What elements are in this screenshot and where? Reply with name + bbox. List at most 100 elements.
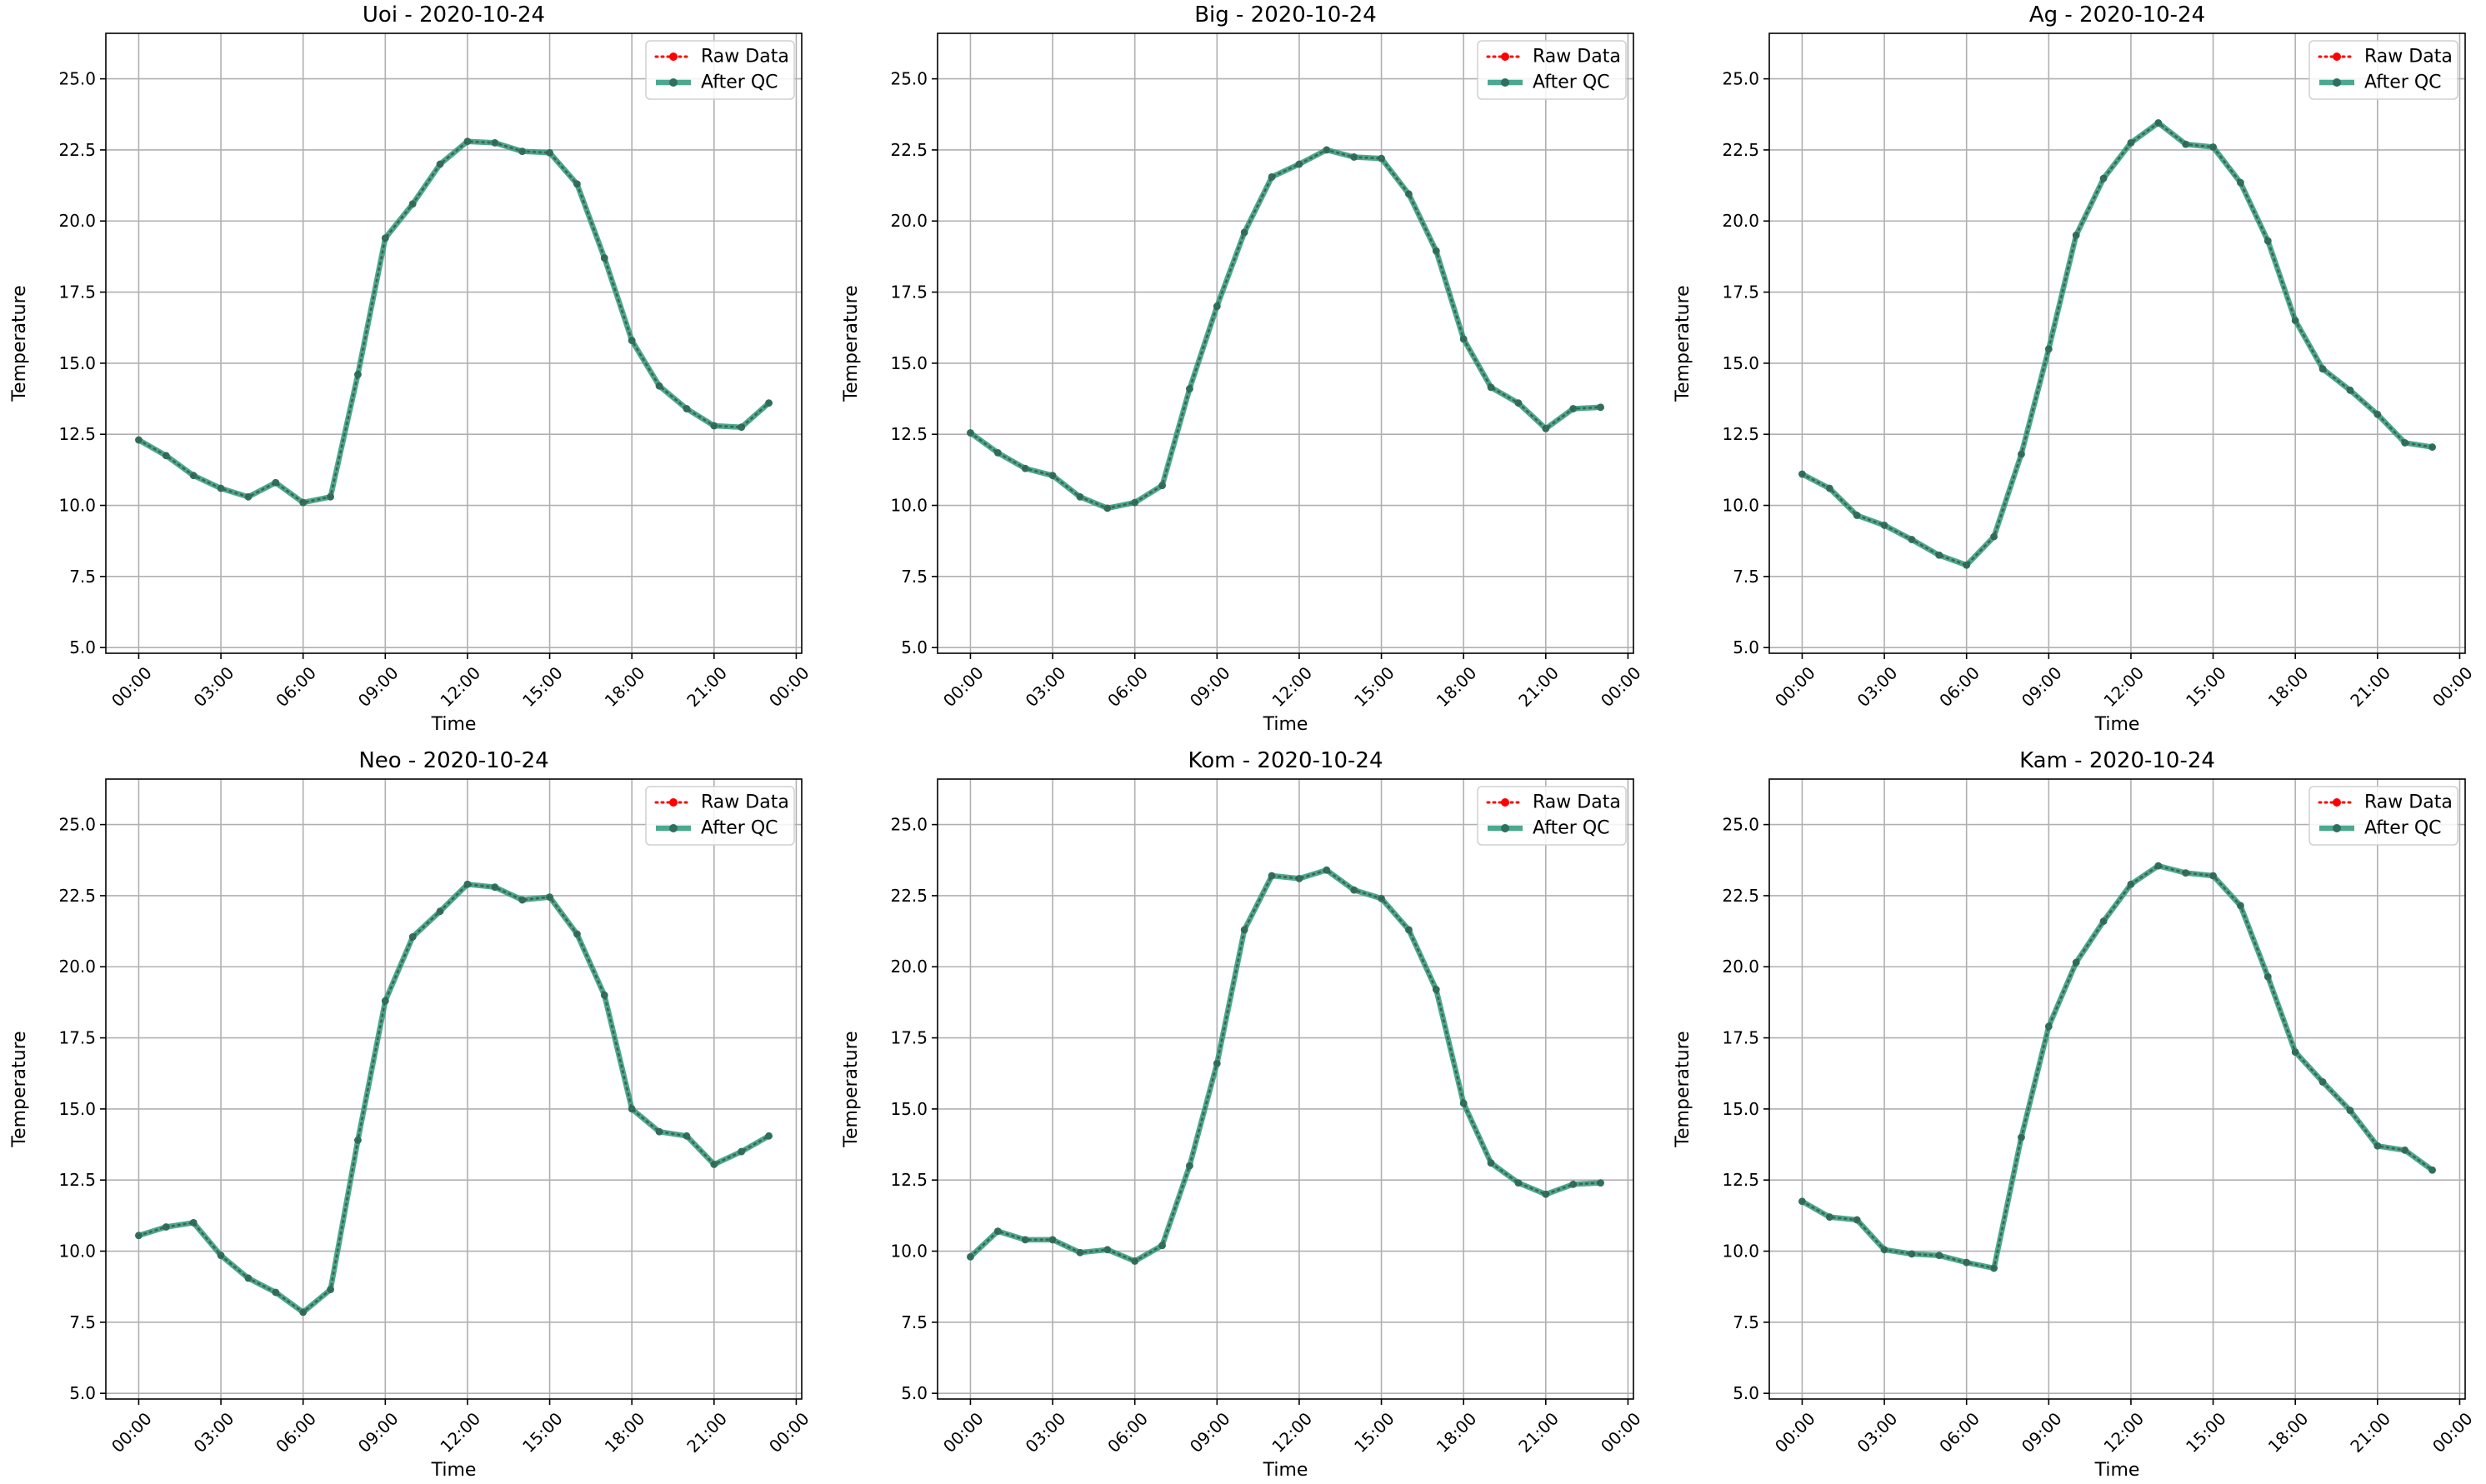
after-qc-line xyxy=(1800,120,2433,568)
axes-frame xyxy=(105,32,803,654)
legend-marker-qc xyxy=(2333,824,2341,832)
y-tick-label: 20.0 xyxy=(1722,211,1759,231)
legend-marker-qc xyxy=(669,824,678,832)
after-qc-point xyxy=(1935,1252,1943,1260)
after-qc-line xyxy=(968,147,1601,512)
legend-label-raw: Raw Data xyxy=(1533,47,1621,67)
y-tick-label: 22.5 xyxy=(890,886,928,906)
y-axis-label: Temperature xyxy=(1673,285,1693,402)
after-qc-line xyxy=(968,867,1601,1264)
x-tick-label: 06:00 xyxy=(1103,662,1152,711)
legend-marker-raw xyxy=(669,52,678,61)
chart-title: Big - 2020-10-24 xyxy=(1194,2,1377,27)
series-after-qc xyxy=(967,866,1604,1265)
x-tick-label: 15:00 xyxy=(518,1408,567,1457)
after-qc-point xyxy=(993,1227,1002,1236)
legend-marker-qc xyxy=(1501,78,1509,87)
after-qc-point xyxy=(2182,869,2190,877)
after-qc-point xyxy=(765,1132,773,1140)
y-tick-label: 5.0 xyxy=(1733,637,1759,657)
y-axis-label: Temperature xyxy=(1673,1031,1693,1147)
chart-title: Neo - 2020-10-24 xyxy=(358,748,548,773)
y-tick-label: 15.0 xyxy=(1722,1099,1759,1119)
raw-data-line xyxy=(968,148,1603,510)
x-axis-label: Time xyxy=(1263,714,1308,735)
x-tick-label: 00:00 xyxy=(1597,1408,1645,1457)
legend: Raw Data After QC xyxy=(645,40,795,100)
legend-label-qc: After QC xyxy=(2364,818,2442,839)
legend-marker-raw xyxy=(1501,52,1509,61)
after-qc-point xyxy=(2044,1022,2053,1031)
x-tick-label: 18:00 xyxy=(1433,1408,1481,1457)
legend-label-qc: After QC xyxy=(2364,72,2442,93)
y-tick-label: 10.0 xyxy=(890,496,928,516)
legend-label-qc: After QC xyxy=(701,72,778,93)
legend-label-qc: After QC xyxy=(1533,72,1610,93)
raw-data-line xyxy=(968,868,1603,1263)
y-tick-label: 17.5 xyxy=(890,1028,928,1048)
raw-overlay-line xyxy=(1801,865,2433,1270)
grid xyxy=(938,33,1633,653)
series-raw-data xyxy=(967,867,1604,1265)
after-qc-point xyxy=(1186,385,1193,393)
legend-marker-raw xyxy=(2333,798,2341,807)
after-qc-point xyxy=(1908,1250,1916,1258)
after-qc-point xyxy=(1935,551,1943,559)
y-tick-label: 12.5 xyxy=(58,424,96,444)
x-tick-label: 03:00 xyxy=(190,1408,238,1457)
y-tick-label: 17.5 xyxy=(58,282,96,302)
x-axis-label: Time xyxy=(431,714,477,735)
y-tick-label: 15.0 xyxy=(58,1099,96,1119)
x-tick-label: 00:00 xyxy=(108,1408,156,1457)
x-tick-label: 15:00 xyxy=(1350,662,1398,711)
series-raw-data xyxy=(135,137,773,507)
legend-marker-raw xyxy=(2333,52,2341,61)
legend-label-qc: After QC xyxy=(701,818,778,839)
y-axis-label: Temperature xyxy=(841,285,862,402)
raw-data-line xyxy=(137,140,771,504)
raw-overlay-line xyxy=(138,140,770,504)
legend-marker-raw xyxy=(1501,798,1509,807)
legend: Raw Data After QC xyxy=(2308,786,2458,846)
x-tick-label: 09:00 xyxy=(1186,1408,1234,1457)
y-tick-label: 10.0 xyxy=(890,1242,928,1262)
raw-overlay-line xyxy=(1801,122,2433,567)
x-tick-label: 03:00 xyxy=(190,662,238,711)
y-tick-label: 10.0 xyxy=(58,496,96,516)
chart-title: Uoi - 2020-10-24 xyxy=(363,2,545,27)
y-axis-label: Temperature xyxy=(9,285,30,402)
x-tick-label: 09:00 xyxy=(2018,662,2066,711)
chart-panel-6: 00:00 03:00 06:00 09:00 12:00 15:00 18:00 21:00… xyxy=(1673,748,2477,1481)
x-tick-label: 03:00 xyxy=(1853,662,1902,711)
legend-marker-qc xyxy=(2333,78,2341,87)
after-qc-point xyxy=(600,991,608,999)
y-tick-label: 20.0 xyxy=(1722,957,1759,977)
x-tick-label: 00:00 xyxy=(765,1408,813,1457)
axes-frame xyxy=(937,32,1634,654)
y-tick-label: 7.5 xyxy=(901,1312,928,1332)
legend-label-raw: Raw Data xyxy=(701,792,789,813)
x-tick-label: 12:00 xyxy=(436,662,484,711)
x-tick-label: 00:00 xyxy=(108,662,156,711)
y-tick-label: 12.5 xyxy=(58,1170,96,1190)
y-tick-label: 7.5 xyxy=(1733,567,1759,587)
raw-data-line xyxy=(1800,864,2434,1270)
chart-panel-4: 00:00 03:00 06:00 09:00 12:00 15:00 18:00 21:00… xyxy=(9,748,813,1481)
x-tick-label: 21:00 xyxy=(683,1408,731,1457)
legend-marker-raw xyxy=(669,798,678,807)
after-qc-point xyxy=(1597,1179,1604,1187)
y-tick-label: 25.0 xyxy=(58,815,96,835)
y-tick-label: 10.0 xyxy=(58,1242,96,1262)
after-qc-point xyxy=(1487,383,1495,392)
x-tick-label: 00:00 xyxy=(1771,662,1819,711)
after-qc-point xyxy=(1542,1190,1550,1198)
y-tick-label: 17.5 xyxy=(58,1028,96,1048)
legend-label-qc: After QC xyxy=(1533,818,1610,839)
after-qc-point xyxy=(1569,1180,1578,1188)
chart-title: Ag - 2020-10-24 xyxy=(2029,2,2205,27)
y-tick-label: 22.5 xyxy=(890,140,928,160)
x-tick-label: 00:00 xyxy=(2428,1408,2477,1457)
y-tick-label: 10.0 xyxy=(1722,496,1759,516)
y-tick-label: 25.0 xyxy=(1722,815,1759,835)
